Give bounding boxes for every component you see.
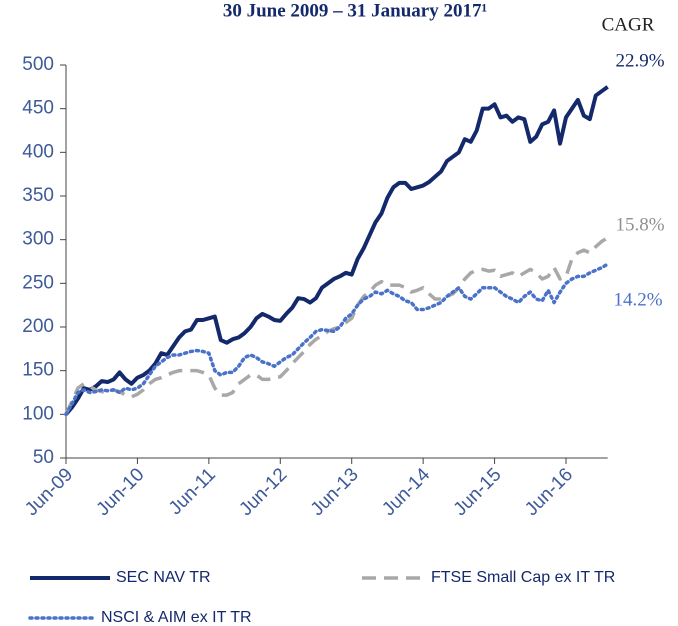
annotation: 14.2% [613, 289, 662, 310]
annotation: 15.8% [615, 214, 664, 235]
annotation: CAGR [602, 14, 655, 35]
x-tick-label: Jun-15 [450, 464, 506, 520]
series-line [66, 238, 608, 414]
annotation: 22.9% [615, 50, 664, 71]
chart: 30 June 2009 – 31 January 2017¹ 50 100 150… [0, 0, 678, 626]
y-tick-label: 300 [22, 229, 54, 250]
y-tick-label: 250 [22, 272, 54, 293]
x-tick-label: Jun-12 [235, 464, 291, 520]
legend-label: SEC NAV TR [116, 569, 211, 586]
chart-title: 30 June 2009 – 31 January 2017¹ [223, 0, 487, 21]
series-line [66, 264, 608, 414]
y-tick-label: 200 [22, 316, 54, 337]
x-tick-label: Jun-13 [307, 464, 363, 520]
series-line [66, 87, 608, 415]
y-tick-label: 50 [33, 447, 54, 468]
x-tick-label: Jun-14 [378, 464, 434, 520]
legend-label: FTSE Small Cap ex IT TR [431, 569, 615, 586]
y-tick-label: 100 [22, 403, 54, 424]
y-tick-label: 500 [22, 54, 54, 75]
y-tick-label: 400 [22, 141, 54, 162]
y-tick-label: 450 [22, 98, 54, 119]
x-tick-label: Jun-11 [165, 464, 220, 519]
x-tick-label: Jun-16 [521, 464, 577, 520]
y-tick-label: 150 [22, 360, 54, 381]
y-tick-label: 350 [22, 185, 54, 206]
legend-label: NSCI & AIM ex IT TR [101, 609, 252, 626]
x-tick-label: Jun-09 [21, 464, 77, 520]
x-tick-label: Jun-10 [93, 464, 149, 520]
